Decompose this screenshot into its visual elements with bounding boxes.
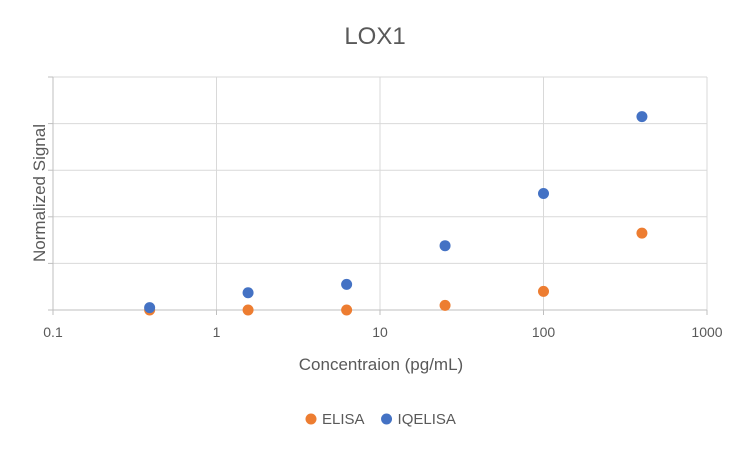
legend-label-iqelisa: IQELISA — [398, 411, 456, 428]
data-point-iqelisa — [439, 240, 451, 252]
legend-marker-elisa — [305, 413, 317, 425]
axes — [48, 76, 708, 315]
x-tick-labels: 0.1 1 10 100 1000 — [43, 324, 723, 340]
legend-label-elisa: ELISA — [322, 411, 365, 428]
x-tick-label: 1 — [213, 324, 221, 340]
data-point-elisa — [439, 299, 451, 311]
data-points — [144, 111, 648, 316]
data-point-iqelisa — [636, 111, 648, 123]
legend: ELISA IQELISA — [305, 411, 456, 428]
x-tick-label: 0.1 — [43, 324, 63, 340]
grid-lines — [53, 76, 708, 310]
data-point-iqelisa — [144, 302, 156, 314]
data-point-iqelisa — [242, 287, 254, 299]
data-point-elisa — [242, 304, 254, 316]
x-axis-title: Concentraion (pg/mL) — [299, 355, 463, 374]
data-point-elisa — [538, 285, 549, 297]
legend-marker-iqelisa — [381, 413, 393, 425]
data-point-elisa — [341, 304, 353, 316]
x-tick-label: 1000 — [691, 324, 722, 340]
x-tick-label: 100 — [532, 324, 556, 340]
data-point-iqelisa — [341, 278, 353, 290]
y-axis-title: Normalized Signal — [30, 124, 49, 262]
data-point-elisa — [636, 227, 648, 239]
data-point-iqelisa — [538, 188, 549, 199]
chart-title: LOX1 — [344, 23, 405, 50]
x-tick-label: 10 — [372, 324, 388, 340]
series-elisa — [144, 227, 648, 316]
series-iqelisa — [144, 111, 648, 314]
